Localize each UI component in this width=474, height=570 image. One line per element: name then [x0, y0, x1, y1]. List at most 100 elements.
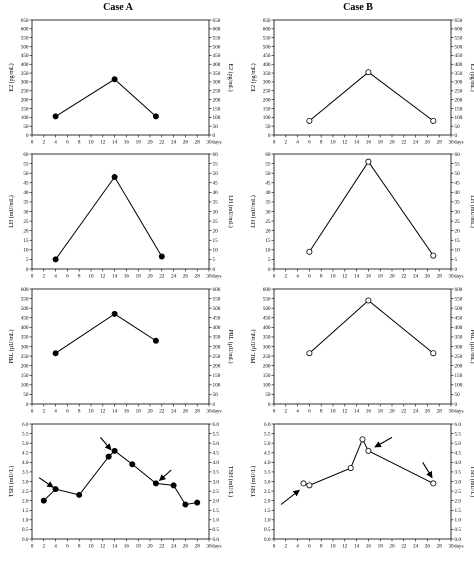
annotation-arrow [38, 477, 54, 488]
x-tick-label: 0 [31, 274, 34, 280]
y-tick-label-right: 400 [455, 62, 463, 68]
y-tick-label-left: 600 [21, 287, 29, 293]
x-tick-label: 8 [320, 409, 323, 415]
y-tick-label-left: 60 [265, 152, 271, 158]
x-tick-label: 2 [285, 274, 288, 280]
y-tick-label-left: 200 [263, 97, 271, 103]
y-axis-label-left: PRL (µU/mL) [8, 329, 15, 363]
y-tick-label-left: 4.0 [22, 460, 29, 466]
y-axis-label-right: LH (mU/mL) [469, 195, 474, 228]
y-tick-label-right: 4.5 [455, 451, 462, 457]
y-tick-label-left: 30 [23, 209, 29, 215]
x-tick-label: 2 [285, 409, 288, 415]
x-tick-label: 26 [183, 274, 189, 280]
y-tick-label-right: 25 [213, 219, 219, 225]
y-tick-label-left: 0 [26, 402, 29, 408]
y-tick-label-left: 150 [21, 106, 29, 112]
y-axis-label-right: E2 (pg/mL) [469, 63, 474, 91]
x-tick-label: 14 [354, 409, 360, 415]
x-tick-label: 2 [43, 140, 46, 146]
y-tick-label-right: 550 [455, 296, 463, 302]
y-tick-label-right: 1.0 [455, 518, 462, 524]
y-tick-label-right: 10 [213, 248, 219, 254]
y-tick-label-left: 350 [21, 335, 29, 341]
y-tick-label-right: 0 [455, 402, 458, 408]
x-tick-label: 28 [437, 140, 443, 146]
y-tick-label-right: 3.0 [213, 479, 220, 485]
y-tick-label-right: 0 [213, 267, 216, 273]
y-tick-label-right: 250 [455, 354, 463, 360]
x-tick-label: 4 [54, 274, 57, 280]
x-tick-label: 14 [112, 409, 118, 415]
y-tick-label-left: 15 [265, 238, 271, 244]
y-tick-label-right: 150 [213, 106, 221, 112]
x-tick-label: 18 [378, 274, 384, 280]
x-tick-label: 30 [206, 544, 212, 550]
y-tick-label-left: 150 [263, 373, 271, 379]
x-tick-label: 2 [285, 140, 288, 146]
annotation-arrow [374, 436, 393, 448]
y-tick-label-right: 0.0 [455, 537, 462, 543]
y-tick-label-left: 0.5 [264, 527, 271, 533]
y-tick-label-right: 20 [455, 228, 461, 234]
x-tick-label: 16 [124, 140, 130, 146]
y-tick-label-right: 40 [213, 190, 219, 196]
y-tick-label-left: 450 [263, 53, 271, 59]
y-tick-label-left: 0 [26, 133, 29, 139]
y-tick-label-left: 60 [23, 152, 29, 158]
y-tick-label-right: 4.0 [455, 460, 462, 466]
y-tick-label-left: 550 [263, 296, 271, 302]
y-tick-label-left: 100 [21, 383, 29, 389]
y-tick-label-left: 0.0 [22, 537, 29, 543]
y-tick-label-right: 300 [455, 344, 463, 350]
data-point [365, 158, 372, 165]
x-tick-label: 24 [413, 544, 419, 550]
y-tick-label-right: 400 [455, 325, 463, 331]
x-tick-label: 8 [78, 274, 81, 280]
data-point [52, 113, 59, 120]
y-tick-label-right: 50 [213, 171, 219, 177]
x-axis-label: days [212, 140, 222, 146]
y-tick-label-left: 200 [21, 97, 29, 103]
x-tick-label: 30 [448, 140, 454, 146]
y-axis-label-right: LH (mU/mL) [227, 195, 234, 228]
y-tick-label-left: 300 [21, 344, 29, 350]
x-tick-label: 4 [296, 544, 299, 550]
y-tick-label-left: 400 [263, 325, 271, 331]
series-line [55, 313, 157, 354]
x-tick-label: 4 [296, 409, 299, 415]
annotation-arrow [158, 469, 172, 481]
y-tick-label-left: 3.0 [264, 479, 271, 485]
y-tick-label-right: 550 [213, 296, 221, 302]
x-tick-label: 18 [136, 274, 142, 280]
data-point [182, 501, 189, 508]
y-tick-label-left: 100 [263, 383, 271, 389]
annotation-arrow [422, 462, 433, 479]
x-tick-label: 8 [78, 140, 81, 146]
y-tick-label-right: 45 [455, 181, 461, 187]
panel-case-a-tsh: 0.0 0.0 0.5 0.5 1.0 1.0 1.5 1.5 2.0 2.0 2.5 2.5 3.0 3… [8, 422, 234, 550]
plot-frame [31, 423, 210, 540]
y-tick-label-right: 500 [455, 44, 463, 50]
y-tick-label-right: 450 [213, 53, 221, 59]
y-tick-label-right: 5.5 [213, 431, 220, 437]
y-tick-label-right: 0 [213, 402, 216, 408]
x-tick-label: 10 [88, 409, 94, 415]
y-tick-label-left: 350 [263, 335, 271, 341]
y-tick-label-right: 4.0 [213, 460, 220, 466]
y-tick-label-right: 100 [455, 115, 463, 121]
x-tick-label: 26 [425, 140, 431, 146]
data-point [129, 461, 136, 468]
y-tick-label-left: 1.0 [264, 518, 271, 524]
x-tick-label: 6 [308, 140, 311, 146]
x-tick-label: 0 [273, 274, 276, 280]
x-axis-label: days [454, 544, 464, 550]
y-tick-label-right: 400 [213, 62, 221, 68]
data-point [111, 310, 118, 317]
x-tick-label: 10 [88, 544, 94, 550]
x-tick-label: 18 [378, 409, 384, 415]
y-tick-label-right: 25 [455, 219, 461, 225]
case-a-title: Case A [103, 2, 134, 13]
